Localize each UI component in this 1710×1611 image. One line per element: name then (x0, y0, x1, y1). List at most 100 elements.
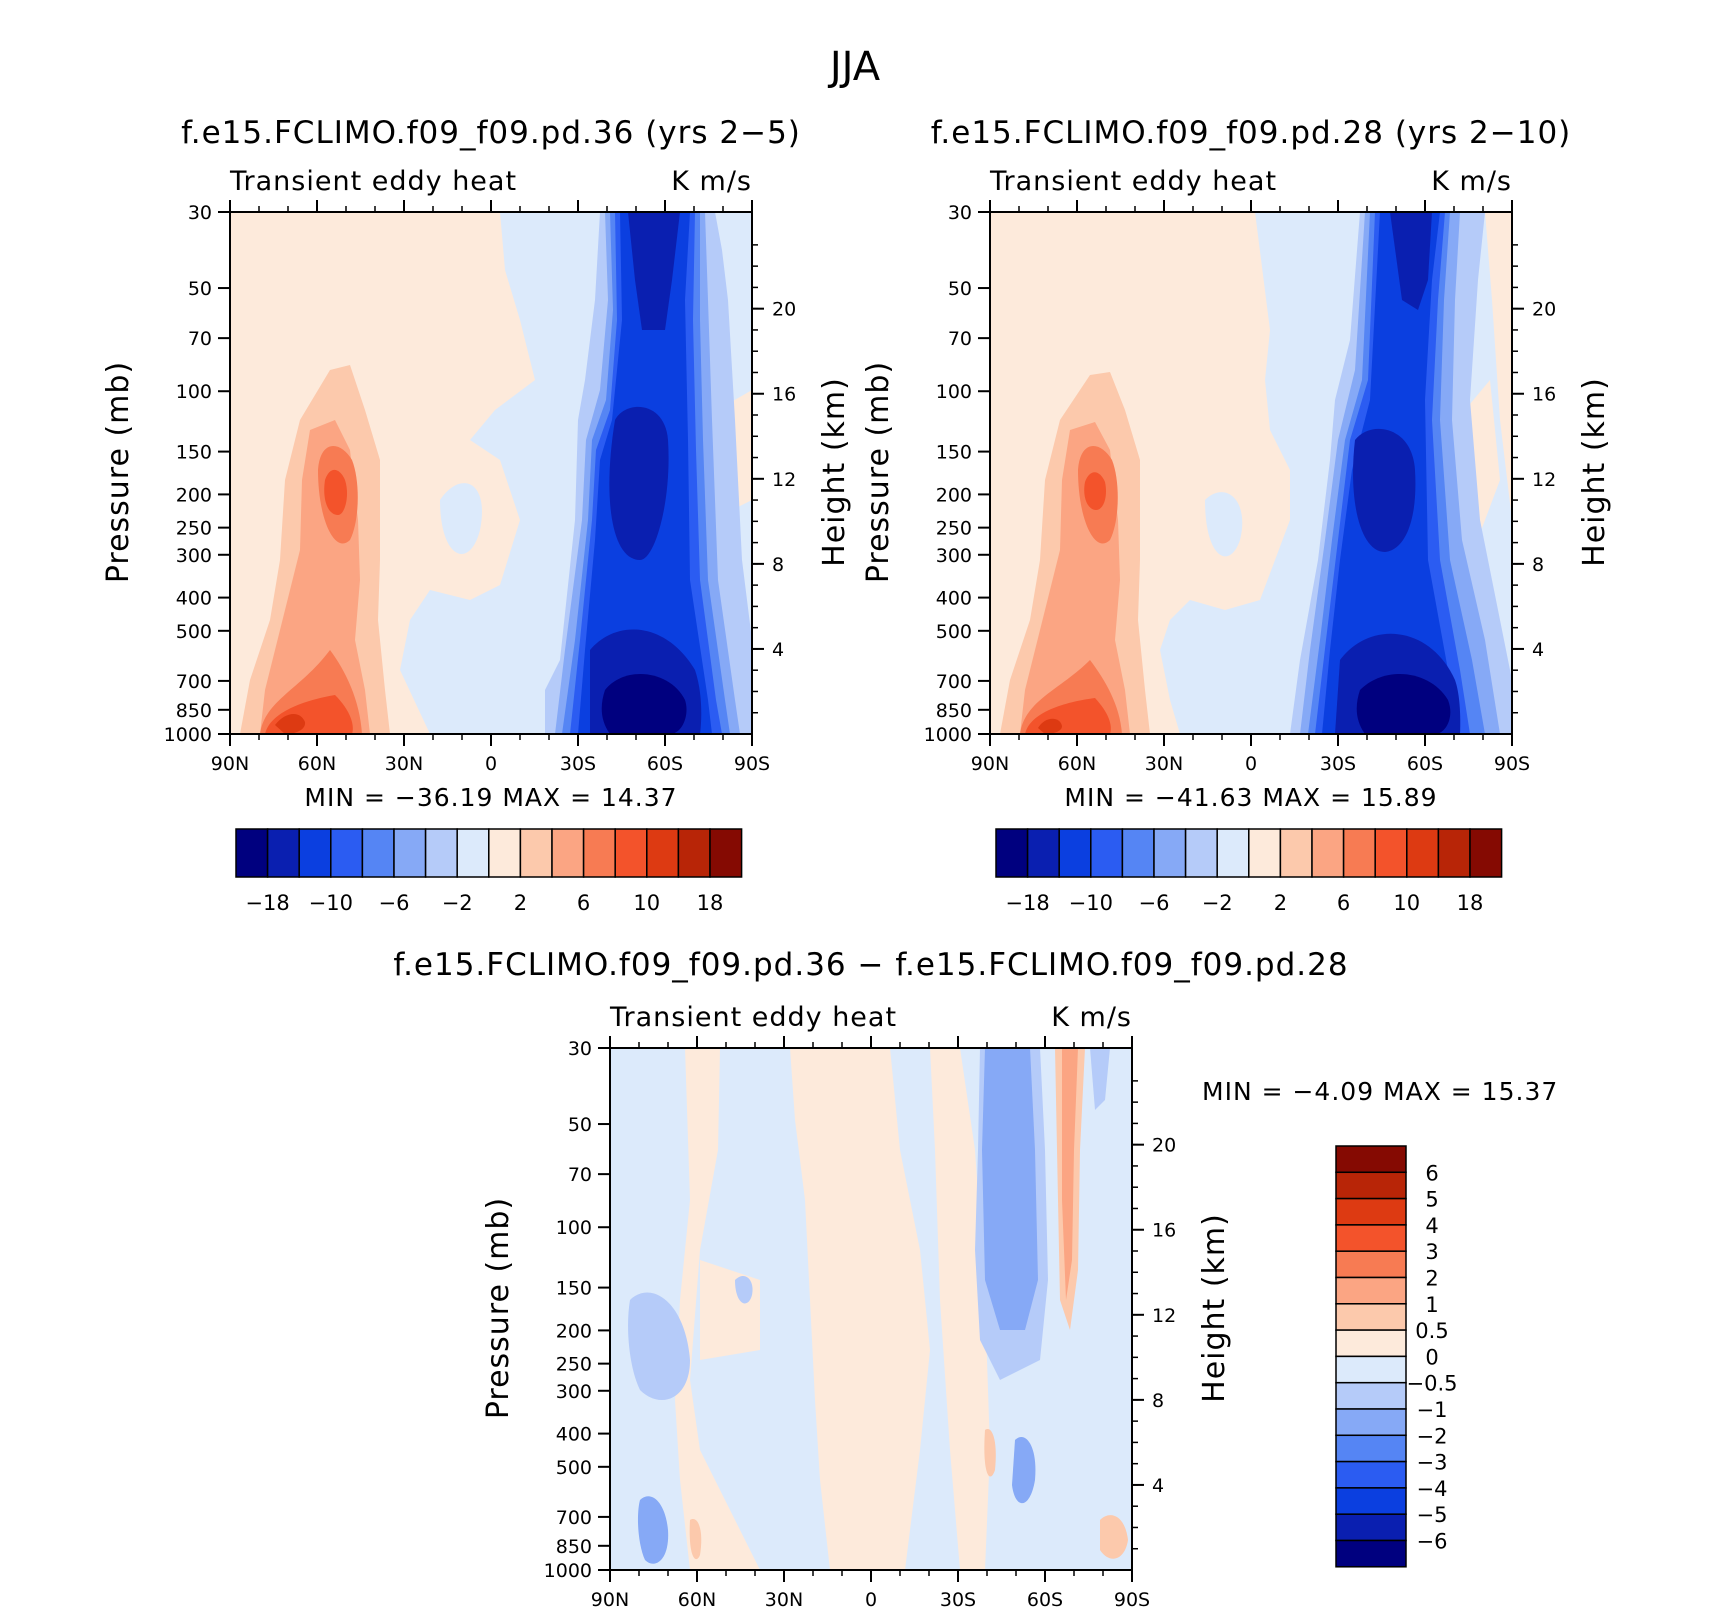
y-tick-label: 250 (556, 1354, 592, 1376)
colorbar-label: −2 (1417, 1424, 1448, 1448)
colorbar-swatch (1342, 828, 1376, 878)
x-tick-label: 60S (1407, 753, 1443, 775)
y-tick-label: 850 (176, 700, 212, 722)
y-tick-label: 300 (176, 545, 212, 567)
y2-tick-label: 4 (772, 639, 784, 661)
colorbar-label: −3 (1417, 1451, 1448, 1475)
y-tick-label: 50 (188, 278, 212, 300)
y-tick-label: 30 (948, 202, 972, 224)
y-tick-label: 100 (936, 381, 972, 403)
colorbar-swatch (1437, 828, 1471, 878)
y-tick-label: 30 (568, 1038, 592, 1060)
x-tick-label: 90S (1494, 753, 1530, 775)
colorbar-swatch (298, 828, 332, 878)
y2-tick-label: 20 (1532, 299, 1556, 321)
panel-units-label: K m/s (671, 166, 752, 197)
y-tick-label: 1000 (164, 724, 212, 746)
y2-tick-label: 12 (1532, 469, 1556, 491)
colorbar-swatch (235, 828, 269, 878)
colorbar-label: 18 (1457, 891, 1484, 915)
colorbar-label: −6 (379, 891, 410, 915)
contour-field (230, 212, 752, 734)
colorbar-swatch (1335, 1329, 1407, 1358)
x-tick-label: 30S (940, 1589, 976, 1611)
colorbar-top-left: −18 −10 −6 −2 2 6 10 18 (235, 828, 743, 915)
colorbar-label: 2 (514, 891, 527, 915)
y-tick-label: 700 (556, 1507, 592, 1529)
colorbar-swatch (1335, 1224, 1407, 1252)
colorbar-label: −18 (245, 891, 289, 915)
colorbar-swatch (1248, 828, 1282, 878)
colorbar-swatch (646, 828, 680, 878)
contour-pos8 (1084, 472, 1106, 510)
y-tick-label: 150 (176, 442, 212, 464)
colorbar-swatch (1311, 828, 1345, 878)
colorbar-difference: 6 543 210.50 −0.5−1−2 −3−4−5 −6 (1335, 1145, 1458, 1568)
panel-left: f.e15.FCLIMO.f09_f09.pd.36 (yrs 2−5) Tra… (101, 115, 852, 915)
x-tick-label: 30N (1145, 753, 1183, 775)
contour-pos2-low (1100, 1515, 1128, 1559)
y-tick-label: 50 (948, 278, 972, 300)
y-tick-label: 700 (936, 671, 972, 693)
colorbar-swatch (393, 828, 427, 878)
contour-neg14-mid (609, 406, 669, 560)
contour-neg2 (1090, 1048, 1110, 1110)
colorbar-label: −4 (1417, 1477, 1448, 1501)
colorbar-swatch (1374, 828, 1408, 878)
colorbar-swatch (1026, 828, 1060, 878)
colorbar-label: −6 (1417, 1530, 1448, 1554)
colorbar-label: −2 (442, 891, 473, 915)
colorbar-label: −10 (309, 891, 353, 915)
colorbar-label: 3 (1425, 1240, 1438, 1264)
y2-tick-label: 4 (1152, 1475, 1164, 1497)
contour-pos2-low (689, 1519, 702, 1560)
y2-tick-label: 16 (1532, 384, 1556, 406)
contour-neg18 (1356, 673, 1451, 734)
x-tick-label: 30N (385, 753, 423, 775)
colorbar-swatch (1335, 1303, 1407, 1331)
x-tick-label: 90N (971, 753, 1009, 775)
y2-axis-label: Height (km) (1577, 377, 1612, 567)
contour-neg4-low (1012, 1436, 1036, 1504)
contour-pos10-low (275, 714, 306, 734)
colorbar-swatch (1335, 1434, 1407, 1463)
y-tick-label: 300 (556, 1381, 592, 1403)
colorbar-swatch (551, 828, 585, 878)
colorbar-label: −0.5 (1407, 1372, 1458, 1396)
contour-neg4 (982, 1048, 1038, 1330)
x-tick-label: 0 (485, 753, 497, 775)
colorbar-swatch (456, 828, 490, 878)
y-tick-label: 200 (176, 484, 212, 506)
colorbar-label: −10 (1069, 891, 1113, 915)
colorbar-label: 5 (1425, 1188, 1438, 1212)
panel-left-label: Transient eddy heat (989, 166, 1277, 197)
panel-right: f.e15.FCLIMO.f09_f09.pd.28 (yrs 2−10) Tr… (861, 115, 1612, 915)
x-tick-label: 60N (678, 1589, 716, 1611)
panel-title: f.e15.FCLIMO.f09_f09.pd.36 − f.e15.FCLIM… (393, 947, 1348, 983)
y2-tick-label: 20 (1152, 1135, 1176, 1157)
x-tick-label: 60N (298, 753, 336, 775)
colorbar-swatch (995, 828, 1029, 878)
y2-axis-label: Height (km) (1197, 1213, 1232, 1403)
colorbar-label: 18 (697, 891, 724, 915)
colorbar-swatch (330, 828, 364, 878)
y2-tick-label: 8 (772, 554, 784, 576)
y-tick-label: 1000 (544, 1560, 592, 1582)
colorbar-swatch (1469, 828, 1503, 878)
y-tick-label: 100 (556, 1217, 592, 1239)
colorbar-label: 6 (1425, 1161, 1438, 1185)
colorbar-label: −5 (1417, 1503, 1448, 1527)
colorbar-swatch (1335, 1513, 1407, 1542)
colorbar-label: 10 (1393, 891, 1420, 915)
colorbar-swatch (1335, 1276, 1407, 1305)
colorbar-label: 2 (1274, 891, 1287, 915)
panel-units-label: K m/s (1431, 166, 1512, 197)
colorbar-swatch (1216, 828, 1250, 878)
colorbar-swatch (614, 828, 648, 878)
colorbar-label: 4 (1425, 1214, 1438, 1238)
colorbar-swatch (1335, 1460, 1407, 1489)
colorbar-swatch (1184, 828, 1218, 878)
colorbar-swatch (1335, 1381, 1407, 1410)
